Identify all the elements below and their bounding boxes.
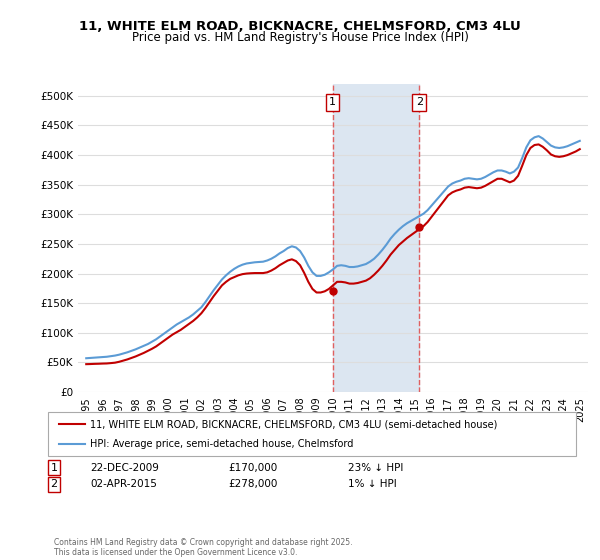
Text: HPI: Average price, semi-detached house, Chelmsford: HPI: Average price, semi-detached house,… (90, 439, 353, 449)
FancyBboxPatch shape (48, 412, 576, 456)
Bar (332, 84, 419, 392)
Text: £278,000: £278,000 (228, 479, 277, 489)
Text: £170,000: £170,000 (228, 463, 277, 473)
Text: 23% ↓ HPI: 23% ↓ HPI (348, 463, 403, 473)
Text: 2: 2 (50, 479, 58, 489)
Text: 02-APR-2015: 02-APR-2015 (90, 479, 157, 489)
Text: Contains HM Land Registry data © Crown copyright and database right 2025.
This d: Contains HM Land Registry data © Crown c… (54, 538, 353, 557)
Text: 22-DEC-2009: 22-DEC-2009 (90, 463, 159, 473)
Text: 1: 1 (50, 463, 58, 473)
Text: 1: 1 (329, 97, 336, 108)
Text: Price paid vs. HM Land Registry's House Price Index (HPI): Price paid vs. HM Land Registry's House … (131, 31, 469, 44)
Text: 1% ↓ HPI: 1% ↓ HPI (348, 479, 397, 489)
Text: 11, WHITE ELM ROAD, BICKNACRE, CHELMSFORD, CM3 4LU: 11, WHITE ELM ROAD, BICKNACRE, CHELMSFOR… (79, 20, 521, 32)
Text: 11, WHITE ELM ROAD, BICKNACRE, CHELMSFORD, CM3 4LU (semi-detached house): 11, WHITE ELM ROAD, BICKNACRE, CHELMSFOR… (90, 419, 497, 429)
Text: 2: 2 (416, 97, 423, 108)
